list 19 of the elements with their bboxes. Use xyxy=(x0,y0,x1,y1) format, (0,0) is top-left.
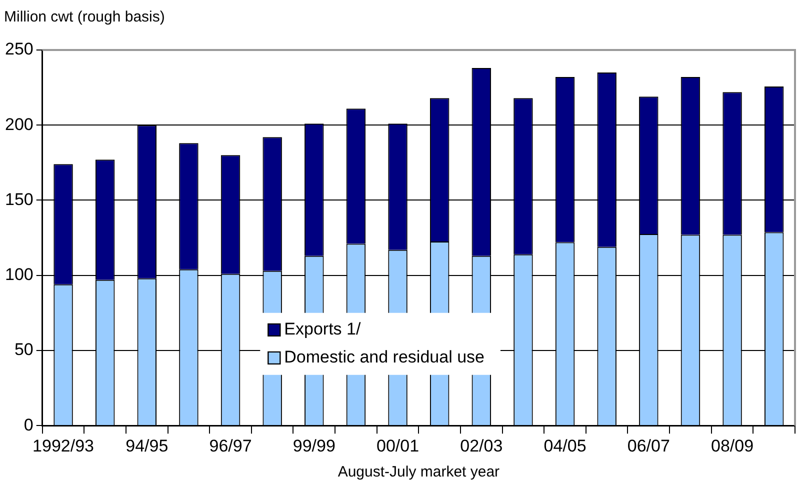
x-tick-label: 02/03 xyxy=(460,436,503,456)
y-tick-label: 0 xyxy=(24,415,34,434)
y-tick-label: 50 xyxy=(14,340,34,360)
x-axis-title: August-July market year xyxy=(338,464,500,481)
legend-label: Domestic and residual use xyxy=(284,348,484,367)
x-tick-label: 94/95 xyxy=(126,436,168,456)
x-tick-label: 99/99 xyxy=(292,436,336,456)
x-tick-label: 08/09 xyxy=(711,436,754,456)
x-tick-label: 04/05 xyxy=(544,436,586,456)
x-tick-label: 96/97 xyxy=(209,436,252,456)
x-tick-label: 00/01 xyxy=(376,436,420,456)
legend-label: Exports 1/ xyxy=(284,320,361,339)
x-tick-label: 1992/93 xyxy=(32,436,94,456)
y-tick-label: 100 xyxy=(4,265,34,284)
y-tick-label: 150 xyxy=(4,190,34,209)
x-tick-label: 06/07 xyxy=(627,436,670,456)
y-axis-title: Million cwt (rough basis) xyxy=(4,8,165,26)
y-tick-label: 250 xyxy=(4,40,34,59)
y-tick-label: 200 xyxy=(4,114,34,134)
